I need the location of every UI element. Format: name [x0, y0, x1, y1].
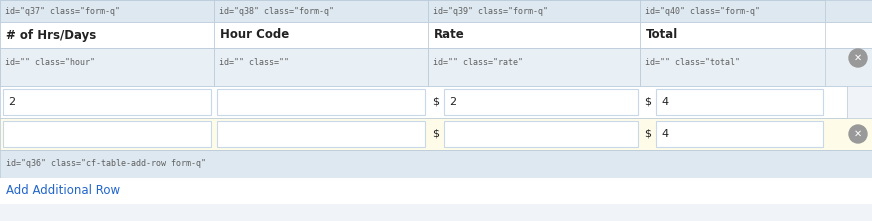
- Bar: [214, 48, 428, 86]
- Text: id="q40" class="form-q": id="q40" class="form-q": [645, 6, 760, 15]
- Text: id="q39" class="form-q": id="q39" class="form-q": [433, 6, 548, 15]
- Bar: [428, 0, 640, 22]
- Text: $: $: [644, 97, 651, 107]
- Text: 4: 4: [661, 97, 668, 107]
- Text: id="q36" class="cf-table-add-row form-q": id="q36" class="cf-table-add-row form-q": [6, 160, 206, 168]
- Text: Hour Code: Hour Code: [220, 29, 290, 42]
- Bar: [0, 0, 872, 22]
- Bar: [214, 0, 428, 22]
- Text: 4: 4: [661, 129, 668, 139]
- Text: # of Hrs/Days: # of Hrs/Days: [6, 29, 96, 42]
- Circle shape: [849, 125, 867, 143]
- Text: id="" class="": id="" class="": [219, 58, 289, 67]
- Circle shape: [849, 49, 867, 67]
- Bar: [0, 48, 214, 86]
- Text: id="" class="rate": id="" class="rate": [433, 58, 523, 67]
- Text: id="" class="hour": id="" class="hour": [5, 58, 95, 67]
- Text: Add Additional Row: Add Additional Row: [6, 185, 120, 198]
- Text: ✕: ✕: [854, 53, 862, 63]
- Text: $: $: [644, 129, 651, 139]
- Bar: [428, 22, 640, 48]
- Text: id="" class="total": id="" class="total": [645, 58, 740, 67]
- Bar: [3, 89, 211, 115]
- Text: Total: Total: [646, 29, 678, 42]
- Bar: [3, 121, 211, 147]
- Bar: [0, 22, 214, 48]
- Bar: [656, 121, 823, 147]
- Text: 2: 2: [8, 97, 15, 107]
- Text: id="q37" class="form-q": id="q37" class="form-q": [5, 6, 120, 15]
- Bar: [217, 89, 425, 115]
- Bar: [428, 48, 640, 86]
- Bar: [640, 48, 825, 86]
- Bar: [0, 86, 847, 118]
- Bar: [444, 121, 638, 147]
- Bar: [214, 22, 428, 48]
- Bar: [0, 118, 872, 150]
- Bar: [0, 178, 872, 204]
- Bar: [444, 89, 638, 115]
- Text: $: $: [432, 129, 439, 139]
- Bar: [640, 0, 825, 22]
- Text: id="q38" class="form-q": id="q38" class="form-q": [219, 6, 334, 15]
- Text: ✕: ✕: [854, 129, 862, 139]
- Text: Rate: Rate: [434, 29, 465, 42]
- Bar: [217, 121, 425, 147]
- Bar: [0, 22, 872, 48]
- Bar: [640, 22, 825, 48]
- Bar: [0, 48, 872, 86]
- Bar: [0, 150, 872, 178]
- Text: $: $: [432, 97, 439, 107]
- Bar: [0, 0, 214, 22]
- Text: 2: 2: [449, 97, 456, 107]
- Bar: [656, 89, 823, 115]
